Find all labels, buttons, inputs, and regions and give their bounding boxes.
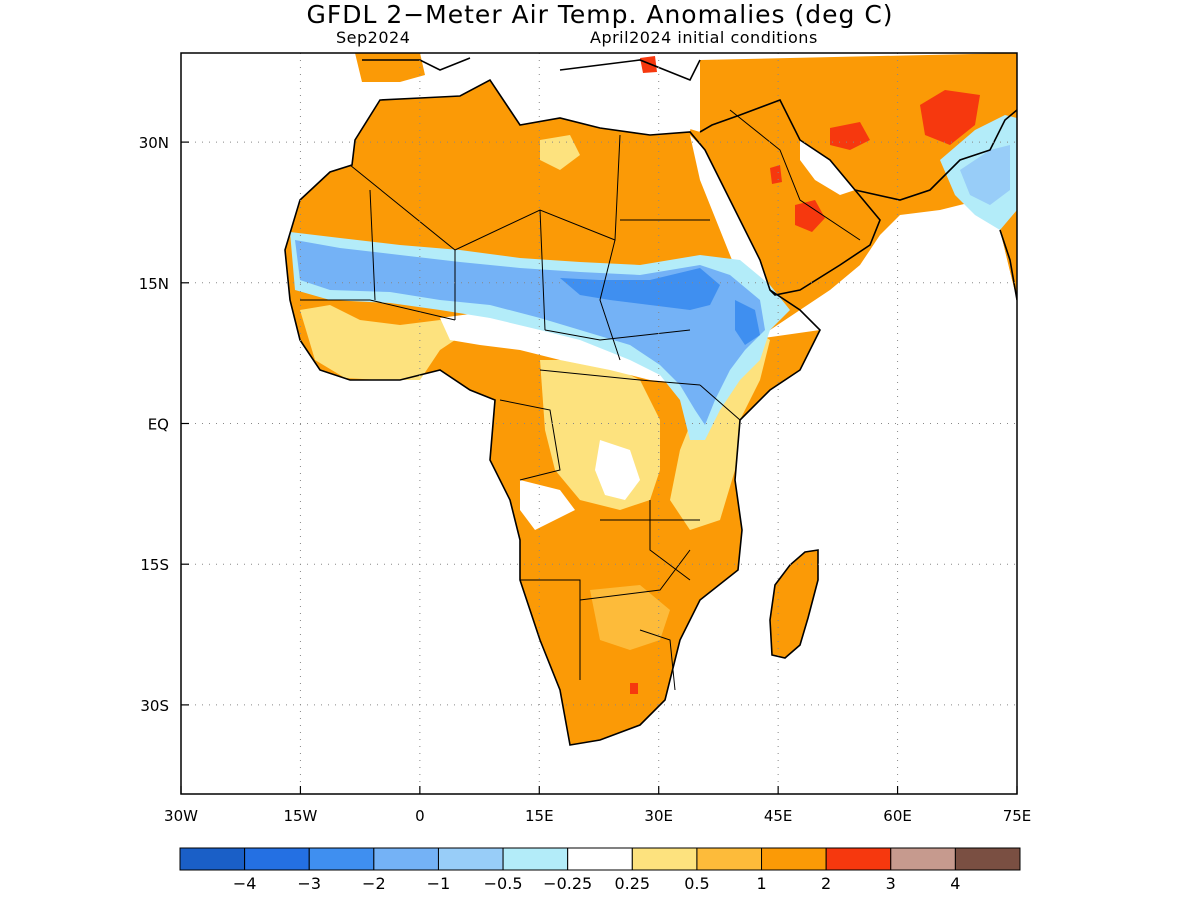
colorbar-swatch xyxy=(244,847,310,871)
x-tick-label: 30W xyxy=(164,807,198,825)
country-borders xyxy=(300,109,861,691)
hot-spot-south-africa xyxy=(630,683,638,694)
colorbar-swatch xyxy=(308,847,375,871)
angola-white-zone xyxy=(520,480,575,530)
x-tick-label: 30E xyxy=(644,807,673,825)
colorbar-swatch xyxy=(373,847,439,871)
x-tick-label: 15W xyxy=(283,807,317,825)
colorbar-label: −4 xyxy=(233,874,257,893)
forecast-month: Sep2024 xyxy=(336,28,411,47)
colorbar-swatch xyxy=(567,847,633,871)
sahel-white-zone xyxy=(440,310,700,385)
south-asia-cool-core xyxy=(960,145,1010,205)
coastlines xyxy=(284,57,1017,746)
madagascar xyxy=(770,550,818,658)
hot-spot-arabia xyxy=(795,200,825,232)
colorbar-label: −2 xyxy=(362,874,386,893)
hot-spot-iran xyxy=(920,90,980,145)
x-tick-label: 0 xyxy=(415,807,425,825)
y-tick-label: 30S xyxy=(140,697,169,715)
sahel-cool-core xyxy=(560,268,720,310)
x-axis: 30W 15W 0 15E 30E 45E 60E 75E xyxy=(164,786,1031,825)
map-field xyxy=(284,53,1017,746)
colorbar-label: −0.5 xyxy=(484,874,523,893)
initial-conditions-label: April2024 initial conditions xyxy=(590,28,818,47)
colorbar-label: 1 xyxy=(756,874,766,893)
x-tick-label: 15E xyxy=(525,807,554,825)
northwest-pale-zone xyxy=(540,135,580,170)
x-tick-label: 45E xyxy=(764,807,793,825)
hot-spot-arabia-west xyxy=(770,165,782,184)
colorbar-swatch xyxy=(954,847,1021,871)
colorbar-label: −1 xyxy=(427,874,451,893)
colorbar-swatch xyxy=(502,847,569,871)
colorbar-swatch xyxy=(437,847,504,871)
mediterranean-sea xyxy=(430,53,700,132)
y-tick-label: EQ xyxy=(148,416,169,434)
africa-landmass xyxy=(285,53,1017,745)
y-tick-label: 15S xyxy=(140,556,169,574)
colorbar: −4 −3 −2 −1 −0.5 −0.25 0.25 0.5 1 2 3 4 xyxy=(179,847,1021,893)
colorbar-label: 4 xyxy=(950,874,960,893)
ethiopia-cool-core xyxy=(735,300,760,345)
y-tick-label: 15N xyxy=(139,275,169,293)
colorbar-label: −0.25 xyxy=(543,874,592,893)
hot-spot-iraq xyxy=(830,122,870,150)
y-axis: 30N 15N EQ 15S 30S xyxy=(139,134,189,715)
colorbar-swatch xyxy=(179,847,246,871)
x-tick-label: 75E xyxy=(1003,807,1032,825)
congo-white-zone xyxy=(595,440,640,500)
west-africa-pale-zone xyxy=(300,305,470,380)
persian-gulf xyxy=(800,140,855,195)
colorbar-swatch xyxy=(825,847,892,871)
colorbar-label: 3 xyxy=(886,874,896,893)
colorbar-label: −3 xyxy=(297,874,321,893)
mediterranean-north-land xyxy=(355,53,425,82)
hot-spot-levant xyxy=(640,56,657,73)
x-tick-label: 60E xyxy=(883,807,912,825)
colorbar-swatch xyxy=(696,847,763,871)
colorbar-label: 2 xyxy=(821,874,831,893)
colorbar-label: 0.25 xyxy=(614,874,650,893)
colorbar-swatch xyxy=(761,847,827,871)
map-title: GFDL 2−Meter Air Temp. Anomalies (deg C) xyxy=(306,0,894,29)
red-sea xyxy=(690,135,770,300)
colorbar-swatch xyxy=(890,847,956,871)
y-tick-label: 30N xyxy=(139,134,169,152)
colorbar-label: 0.5 xyxy=(684,874,709,893)
colorbar-swatch xyxy=(631,847,698,871)
